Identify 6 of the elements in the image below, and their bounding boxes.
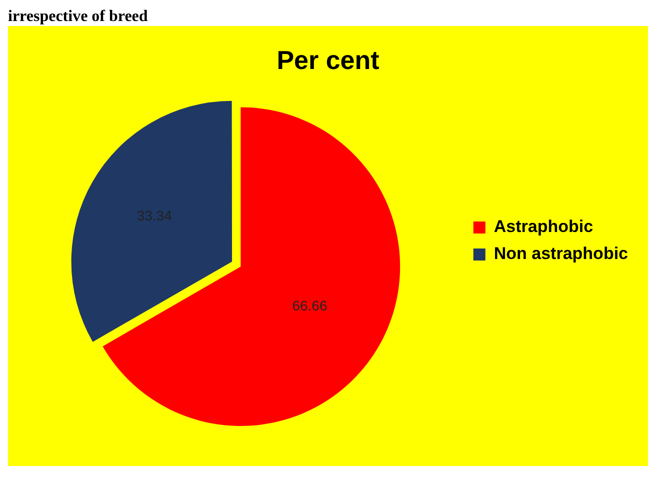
data-label: 66.66	[292, 297, 328, 314]
legend-label: Astraphobic	[494, 217, 594, 236]
legend-label: Non astraphobic	[494, 244, 628, 264]
data-label: 33.34	[136, 208, 172, 224]
text: irrespective of breed	[8, 8, 149, 26]
chart-title: Per cent	[276, 44, 380, 75]
